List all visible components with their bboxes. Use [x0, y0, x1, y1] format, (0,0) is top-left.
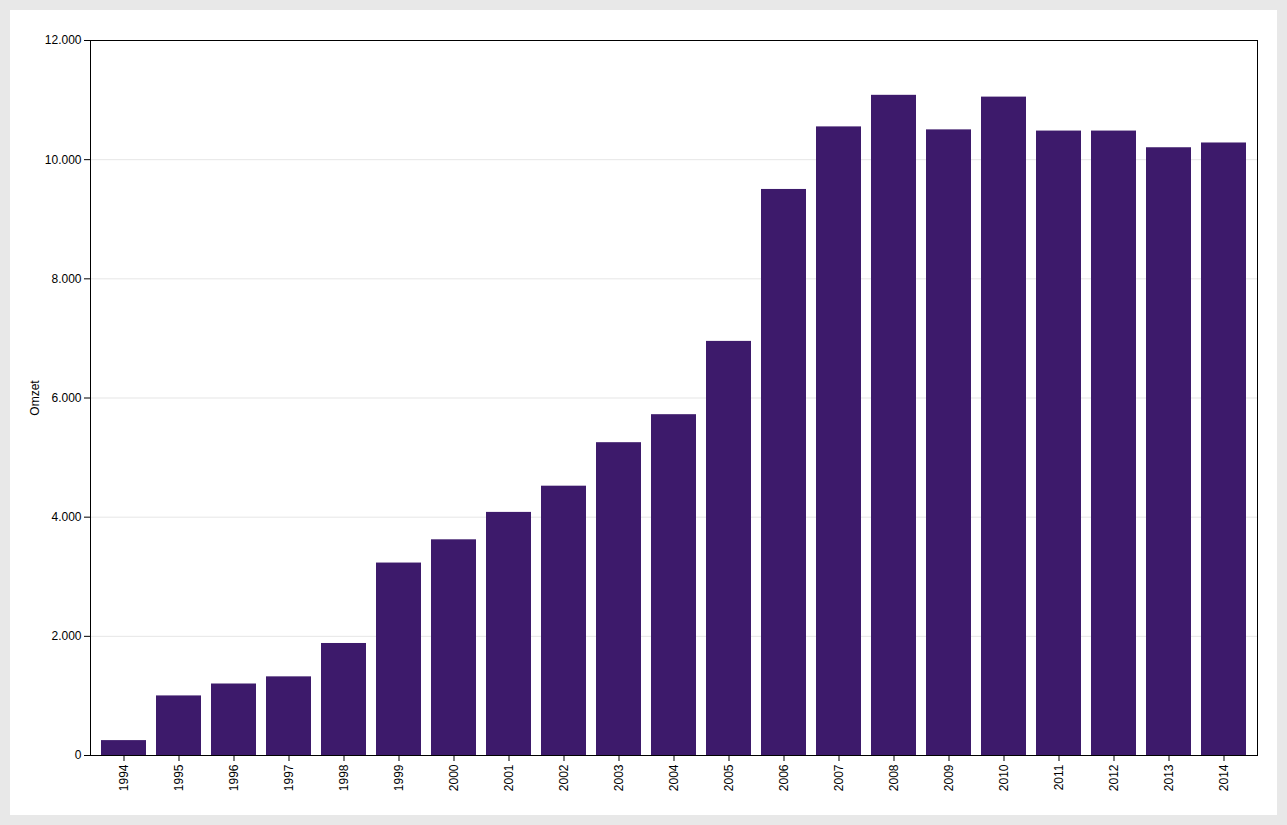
svg-text:2000: 2000	[447, 764, 461, 791]
svg-text:1996: 1996	[227, 764, 241, 791]
svg-text:12.000: 12.000	[45, 33, 82, 47]
svg-text:10.000: 10.000	[45, 153, 82, 167]
svg-text:2003: 2003	[612, 764, 626, 791]
svg-text:2006: 2006	[777, 764, 791, 791]
svg-text:0: 0	[75, 748, 82, 762]
svg-text:2004: 2004	[667, 764, 681, 791]
svg-text:2010: 2010	[997, 764, 1011, 791]
svg-text:2009: 2009	[942, 764, 956, 791]
svg-text:2014: 2014	[1217, 764, 1231, 791]
svg-text:2001: 2001	[502, 764, 516, 791]
svg-text:1997: 1997	[282, 764, 296, 791]
svg-text:4.000: 4.000	[51, 510, 81, 524]
svg-text:2008: 2008	[887, 764, 901, 791]
svg-text:2005: 2005	[722, 764, 736, 791]
svg-text:8.000: 8.000	[51, 272, 81, 286]
svg-text:1995: 1995	[172, 764, 186, 791]
svg-text:2007: 2007	[832, 764, 846, 791]
svg-text:1998: 1998	[337, 764, 351, 791]
svg-text:6.000: 6.000	[51, 391, 81, 405]
svg-text:2011: 2011	[1052, 764, 1066, 790]
svg-text:Omzet: Omzet	[28, 380, 42, 416]
svg-text:1999: 1999	[392, 764, 406, 791]
svg-text:2013: 2013	[1162, 764, 1176, 791]
svg-text:2002: 2002	[557, 764, 571, 791]
svg-text:2012: 2012	[1107, 764, 1121, 791]
svg-text:2.000: 2.000	[51, 629, 81, 643]
svg-text:1994: 1994	[117, 764, 131, 791]
